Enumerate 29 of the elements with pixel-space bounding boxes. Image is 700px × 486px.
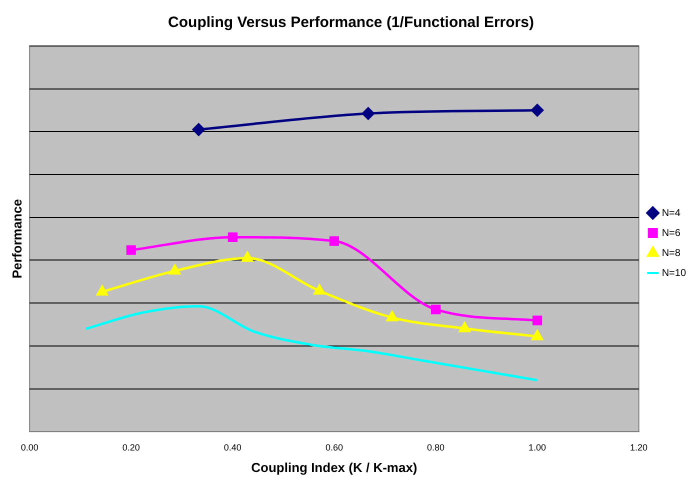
x-tick-label: 0.60 — [325, 442, 343, 452]
point — [532, 316, 542, 326]
legend-label: N=6 — [662, 228, 681, 239]
point — [532, 330, 543, 340]
point — [192, 123, 205, 136]
x-tick-label: 0.00 — [20, 442, 38, 452]
legend-label: N=10 — [662, 268, 686, 279]
point — [459, 322, 470, 332]
point — [126, 245, 136, 255]
legend-label: N=8 — [662, 248, 681, 259]
point — [386, 311, 398, 322]
point — [430, 304, 441, 314]
legend-label: N=4 — [662, 208, 681, 219]
point — [314, 284, 326, 295]
point — [242, 252, 253, 262]
x-tick-label: 0.40 — [224, 442, 242, 452]
point — [228, 232, 238, 242]
x-tick-label: 1.20 — [630, 442, 648, 452]
point — [169, 264, 180, 275]
point — [329, 236, 339, 246]
x-tick-label: 1.00 — [528, 442, 546, 452]
chart-title: Coupling Versus Performance (1/Functional Errors) — [168, 14, 534, 32]
point — [362, 107, 374, 120]
point — [96, 286, 108, 296]
x-axis-title: Coupling Index (K / K-max) — [251, 460, 418, 475]
point — [531, 104, 544, 117]
x-tick-label: 0.80 — [426, 442, 445, 452]
x-tick-label: 0.20 — [122, 442, 140, 452]
y-axis-title: Performance — [9, 199, 24, 279]
